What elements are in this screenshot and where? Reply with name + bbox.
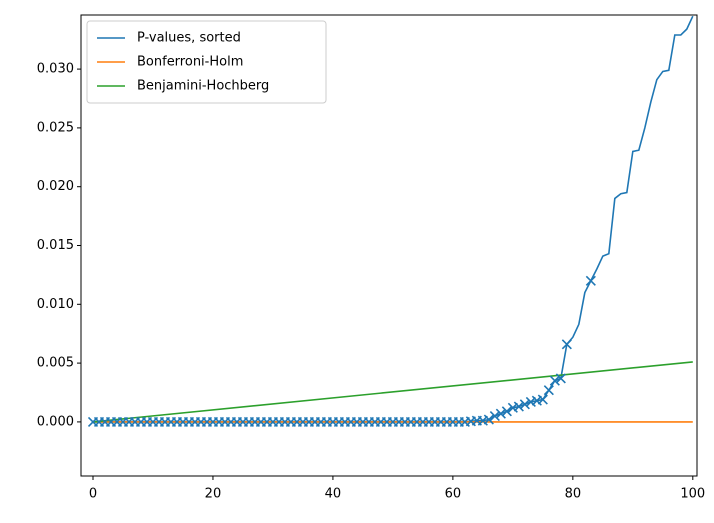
marker <box>543 385 554 396</box>
x-tick-label: 20 <box>205 487 222 502</box>
x-tick-label: 60 <box>445 487 462 502</box>
legend-label: Benjamini-Hochberg <box>137 79 269 94</box>
y-tick-label: 0.010 <box>37 297 74 312</box>
axes-frame <box>80 14 698 477</box>
marker <box>495 408 506 419</box>
x-tick-label: 100 <box>680 487 705 502</box>
legend-box <box>86 20 327 104</box>
marker <box>507 402 518 413</box>
y-tick-label: 0.015 <box>37 238 74 253</box>
marker <box>489 410 500 422</box>
x-tick-label: 80 <box>565 487 582 502</box>
x-tick-label: 40 <box>325 487 342 502</box>
marker <box>501 406 512 417</box>
marker <box>525 396 536 407</box>
legend-label: P-values, sorted <box>137 31 241 46</box>
marker <box>477 415 488 426</box>
series-line <box>92 361 693 423</box>
y-tick-label: 0.000 <box>37 414 74 429</box>
y-tick-label: 0.030 <box>37 62 74 77</box>
marker <box>513 401 524 412</box>
marker <box>519 399 530 410</box>
marker <box>585 275 596 286</box>
y-tick-label: 0.025 <box>37 120 74 135</box>
marker <box>537 394 548 405</box>
y-tick-label: 0.005 <box>37 356 74 371</box>
marker <box>549 375 560 386</box>
marker <box>555 373 566 384</box>
marker <box>483 414 494 425</box>
legend-label: Bonferroni-Holm <box>137 55 243 70</box>
x-tick-label: 0 <box>89 487 97 502</box>
marker <box>531 395 542 406</box>
y-tick-label: 0.020 <box>37 179 74 194</box>
marker <box>561 339 572 350</box>
